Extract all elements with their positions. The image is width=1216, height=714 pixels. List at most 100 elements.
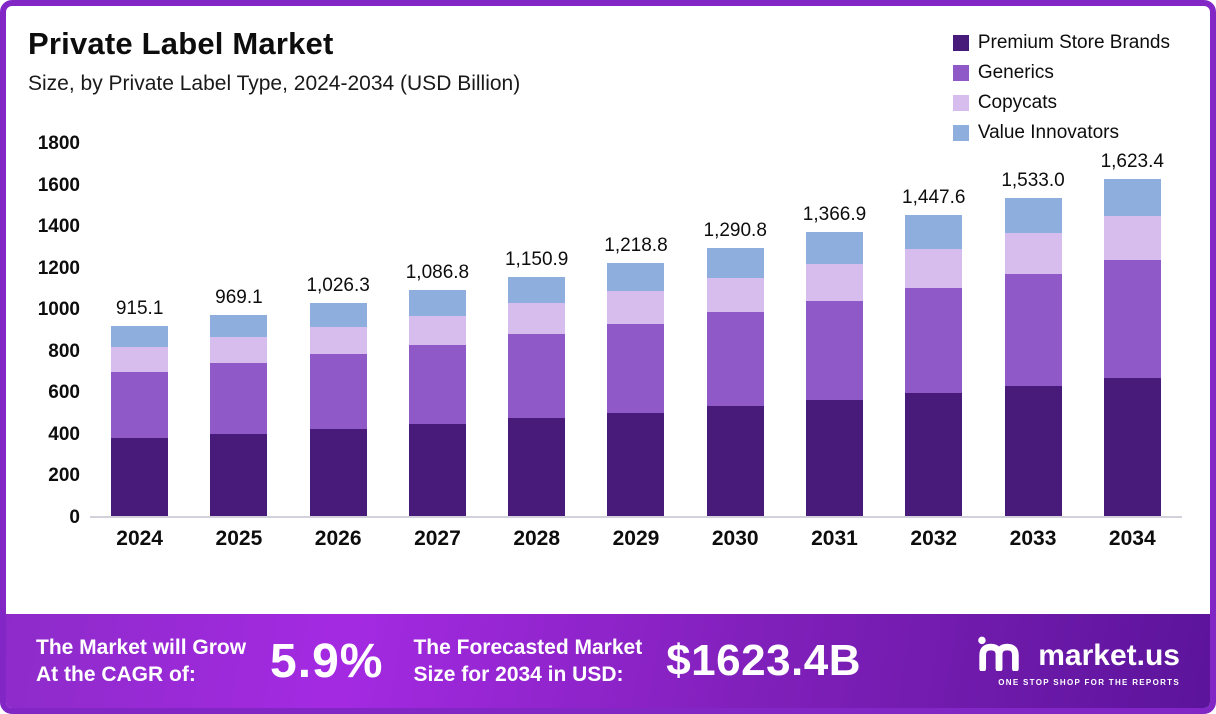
x-tick-label: 2027 xyxy=(414,527,461,550)
bar-segment xyxy=(408,315,466,345)
brand-row: market.us xyxy=(976,635,1180,676)
bar-group: 1,026.3 xyxy=(289,144,388,516)
legend-item: Premium Store Brands xyxy=(952,32,1170,54)
bar-total-label: 1,086.8 xyxy=(405,262,470,284)
bar-segment xyxy=(607,323,665,413)
x-tick-label: 2032 xyxy=(910,527,958,550)
legend-swatch xyxy=(952,35,969,51)
x-tick-label: 2025 xyxy=(215,527,263,550)
bar-segment xyxy=(309,326,367,355)
bar-total-label: 1,026.3 xyxy=(306,274,370,296)
x-axis: 2024 2025 2026 2027 2028 2029 2030 2031 2032 2033… xyxy=(90,527,1182,551)
bar-segment xyxy=(706,247,764,278)
forecast-label: The Forecasted Market Size for 2034 in U… xyxy=(413,634,642,689)
bar-segment xyxy=(408,423,466,516)
legend: Premium Store Brands Generics Copycats Valu… xyxy=(952,32,1170,144)
legend-swatch xyxy=(952,125,969,141)
x-tick-label: 2030 xyxy=(711,527,759,550)
cagr-value: 5.9% xyxy=(270,634,384,688)
bar-segment xyxy=(805,399,863,516)
stacked-bar xyxy=(111,325,169,516)
stacked-bar xyxy=(706,247,764,516)
bar-segment xyxy=(1004,274,1062,386)
bar-total-label: 969.1 xyxy=(215,286,263,308)
y-tick-label: 1000 xyxy=(37,299,80,321)
chart-title: Private Label Market xyxy=(28,26,334,61)
bar-segment xyxy=(905,287,963,393)
brand-tagline: ONE STOP SHOP FOR THE REPORTS xyxy=(998,678,1180,687)
bar-segment xyxy=(1103,260,1161,379)
bar-segment xyxy=(607,290,665,324)
forecast-label-line2: Size for 2034 in USD: xyxy=(413,663,624,686)
bar-group: 1,533.0 xyxy=(983,144,1082,516)
bar-total-label: 915.1 xyxy=(115,297,164,319)
legend-swatch xyxy=(952,95,969,111)
stacked-bar xyxy=(309,302,367,516)
bar-group: 1,623.4 xyxy=(1083,144,1182,516)
x-tick-label: 2028 xyxy=(513,527,561,550)
bar-segment xyxy=(111,371,169,439)
bar-segment xyxy=(111,346,169,372)
bar-segment xyxy=(210,363,268,434)
bar-segment xyxy=(1004,197,1062,233)
bar-group: 915.1 xyxy=(90,144,189,516)
brand-name: market.us xyxy=(1038,638,1180,672)
legend-swatch xyxy=(952,65,969,81)
stacked-bar xyxy=(408,290,466,516)
bar-segment xyxy=(805,232,863,264)
bar-segment xyxy=(408,290,466,316)
brand-block: market.us ONE STOP SHOP FOR THE REPORTS xyxy=(976,635,1180,687)
stacked-bar xyxy=(1103,178,1161,516)
bar-segment xyxy=(309,428,367,516)
stacked-bar xyxy=(508,276,566,516)
plot-area: 915.1 969.1 1,026.3 1,086.8 1,150.9 1,218.8 1,… xyxy=(90,144,1182,518)
bar-segment xyxy=(805,300,863,400)
stacked-bar xyxy=(1004,197,1062,516)
bottom-banner: The Market will Grow At the CAGR of: 5.9… xyxy=(6,614,1210,708)
bar-segment xyxy=(706,277,764,313)
bar-segment xyxy=(905,215,963,249)
x-tick-label: 2031 xyxy=(811,527,858,550)
chart-subtitle: Size, by Private Label Type, 2024-2034 (… xyxy=(28,72,521,95)
bar-segment xyxy=(408,344,466,424)
bar-segment xyxy=(706,406,764,516)
bar-total-label: 1,533.0 xyxy=(1001,169,1065,191)
bar-segment xyxy=(508,418,566,516)
legend-label: Copycats xyxy=(977,92,1058,113)
x-tick-label: 2034 xyxy=(1108,527,1156,550)
bar-segment xyxy=(309,354,367,429)
bar-segment xyxy=(210,314,268,338)
y-tick-label: 600 xyxy=(48,382,80,404)
bar-segment xyxy=(607,412,665,516)
bar-segment xyxy=(905,248,963,288)
bar-segment xyxy=(508,276,566,304)
y-tick-label: 400 xyxy=(48,423,80,445)
cagr-label-line2: At the CAGR of: xyxy=(36,663,196,686)
bar-group: 1,150.9 xyxy=(487,144,586,516)
y-tick-label: 1600 xyxy=(37,174,80,196)
stacked-bar xyxy=(607,262,665,516)
bar-total-label: 1,218.8 xyxy=(604,234,668,256)
bar-group: 1,218.8 xyxy=(586,144,685,516)
bar-segment xyxy=(905,393,963,516)
stacked-bar xyxy=(805,232,863,516)
bar-segment xyxy=(309,302,367,327)
plot-wrap: 0 200 400 600 800 1000 1200 1400 1600 1800 915.1 9… xyxy=(28,133,1182,551)
x-tick-label: 2026 xyxy=(314,527,362,550)
bar-segment xyxy=(607,262,665,291)
bar-segment xyxy=(508,303,566,335)
bar-segment xyxy=(111,438,169,516)
chart-section: Private Label Market Size, by Private La… xyxy=(6,6,1210,614)
y-tick-label: 200 xyxy=(48,465,80,487)
bar-segment xyxy=(111,325,169,347)
bar-group: 1,290.8 xyxy=(686,144,785,516)
y-tick-label: 800 xyxy=(48,340,80,362)
x-tick-label: 2029 xyxy=(612,527,660,550)
y-tick-label: 1800 xyxy=(37,133,80,154)
bar-segment xyxy=(1103,216,1161,261)
plot-column: 915.1 969.1 1,026.3 1,086.8 1,150.9 1,218.8 1,… xyxy=(90,144,1182,551)
bar-segment xyxy=(706,312,764,407)
bar-segment xyxy=(1004,232,1062,275)
cagr-label: The Market will Grow At the CAGR of: xyxy=(36,634,246,689)
bar-group: 969.1 xyxy=(189,144,288,516)
